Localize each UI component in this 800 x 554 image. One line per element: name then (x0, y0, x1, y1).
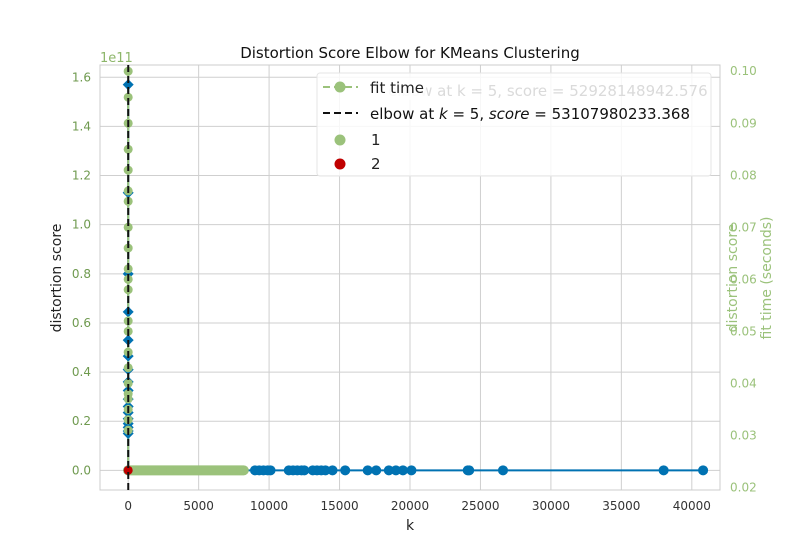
fit-time-band-point (194, 465, 204, 475)
y2-tick-label: 0.06 (730, 272, 757, 286)
legend-fit-marker (334, 81, 346, 93)
y2-tick-label: 0.08 (730, 168, 757, 182)
legend-elbow-score: score (489, 105, 530, 123)
fit-time-band-point (222, 465, 232, 475)
fit-time-band-point (229, 465, 239, 475)
fit-time-band-point (215, 465, 225, 475)
legend-elbow-mid: = 5, (448, 105, 489, 123)
y2-tick-label: 0.02 (730, 480, 757, 494)
x-tick-label: 15000 (320, 499, 358, 513)
legend-fit-label: fit time (370, 79, 424, 97)
x-axis-label: k (406, 518, 415, 534)
legend-elbow-prefix: elbow at (370, 105, 439, 123)
legend-fit-bg (366, 78, 426, 100)
fit-time-point (123, 144, 133, 154)
x-tick-label: 25000 (461, 499, 499, 513)
distortion-point (371, 465, 382, 476)
x-tick-label: 30000 (532, 499, 570, 513)
distortion-point (299, 465, 310, 476)
distortion-point (390, 465, 401, 476)
distortion-point (383, 465, 394, 476)
distortion-point (498, 465, 508, 476)
fit-time-band-point (208, 465, 218, 475)
fit-time-point (123, 222, 133, 232)
legend-hidden-label: elbow at k = 5, score = 52928148942.576 (388, 82, 708, 100)
x-tick-label: 40000 (673, 499, 711, 513)
y-tick-label: 1.2 (72, 169, 91, 183)
data-points (122, 65, 709, 490)
y-tick-label: 0.0 (72, 463, 91, 477)
fit-time-band-point (180, 465, 190, 475)
y2-tick-label: 0.05 (730, 324, 757, 338)
y2-tick-label: 0.03 (730, 428, 757, 442)
distortion-marker (122, 79, 134, 91)
legend-elbow-label: elbow at k = 5, score = 53107980233.368 (370, 105, 690, 123)
chart-title: Distortion Score Elbow for KMeans Cluste… (240, 44, 580, 62)
distortion-point (327, 465, 338, 476)
y-axis-label: distortion score (49, 224, 65, 333)
distortion-point (340, 465, 351, 476)
fit-time-band-point (201, 465, 211, 475)
fit-time-band-point (236, 465, 246, 475)
distortion-point (265, 465, 276, 476)
legend-cluster2-label: 2 (371, 155, 381, 173)
distortion-point (362, 465, 373, 476)
plot-frame (99, 64, 721, 491)
legend-elbow-value: = 53107980233.368 (530, 105, 690, 123)
distortion-point (320, 465, 331, 476)
y-tick-label: 0.8 (72, 267, 91, 281)
y-tick-label: 1.0 (72, 218, 91, 232)
x-tick-label: 5000 (183, 499, 214, 513)
distortion-point (698, 465, 709, 476)
legend-elbow-k: k (439, 105, 449, 123)
y-tick-label: 0.6 (72, 316, 91, 330)
legend-cluster1-marker (334, 134, 346, 146)
distortion-point (406, 465, 417, 476)
y2-tick-label: 0.07 (730, 220, 757, 234)
y2-tick-label: 0.09 (730, 116, 757, 130)
y2-axis-label-overlap: distortion score (725, 224, 741, 333)
y2-tick-label: 0.10 (730, 64, 757, 78)
axes-frame (99, 64, 721, 491)
fit-time-band-point (130, 465, 140, 475)
legend-cluster1-label: 1 (371, 131, 381, 149)
fit-time-band-point (165, 465, 175, 475)
y2-tick-label: 0.04 (730, 376, 757, 390)
distortion-point (464, 465, 475, 476)
x-tick-label: 20000 (391, 499, 429, 513)
y-tick-label: 1.6 (72, 70, 91, 84)
fit-time-band-point (187, 465, 197, 475)
fit-time-band-point (173, 465, 182, 475)
fit-time-point (123, 243, 133, 253)
y2-axis-label: fit time (seconds) (759, 217, 775, 340)
legend-cluster2-marker (334, 158, 346, 170)
distortion-point (397, 465, 408, 476)
cluster2-point (123, 465, 133, 475)
fit-time-band-point (144, 465, 154, 475)
fit-time-band-point (137, 465, 147, 475)
x-tick-label: 10000 (250, 499, 288, 513)
x-tick-label: 0 (124, 499, 132, 513)
fit-time-band-point (151, 465, 161, 475)
y-tick-label: 0.4 (72, 365, 91, 379)
fit-time-band-point (158, 465, 168, 475)
x-tick-label: 35000 (602, 499, 640, 513)
fit-time-point (123, 378, 133, 388)
y-tick-label: 0.2 (72, 414, 91, 428)
legend: elbow at k = 5, score = 52928148942.576 … (316, 72, 712, 177)
distortion-point (658, 465, 669, 476)
y-tick-label: 1.4 (72, 119, 91, 133)
y-axis-scale-label: 1e11 (100, 51, 133, 66)
fit-time-point (123, 92, 133, 102)
